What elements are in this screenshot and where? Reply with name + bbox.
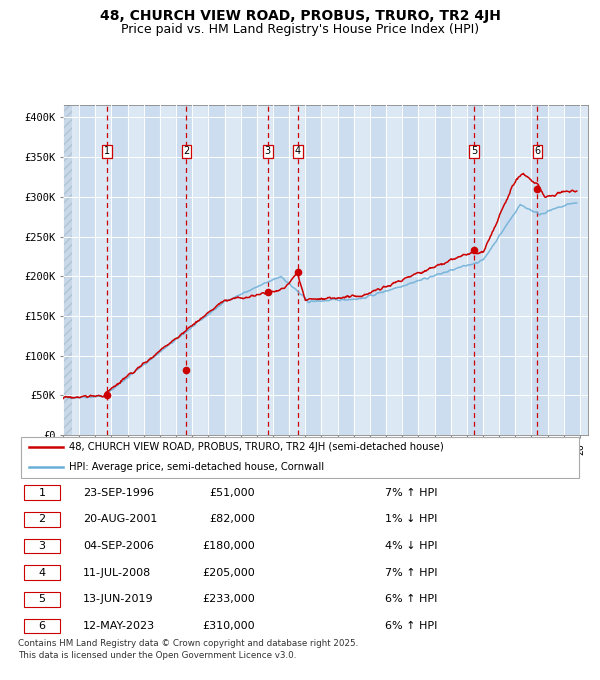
Bar (548, 105, 564, 435)
Text: 6: 6 (38, 621, 46, 631)
Bar (418, 105, 434, 435)
Text: 4% ↓ HPI: 4% ↓ HPI (385, 541, 437, 551)
Text: 6% ↑ HPI: 6% ↑ HPI (385, 621, 437, 631)
Text: Price paid vs. HM Land Registry's House Price Index (HPI): Price paid vs. HM Land Registry's House … (121, 23, 479, 36)
Bar (128, 105, 144, 435)
Bar (338, 105, 354, 435)
FancyBboxPatch shape (23, 592, 60, 607)
Text: 1% ↓ HPI: 1% ↓ HPI (385, 514, 437, 524)
Text: 3: 3 (265, 146, 271, 156)
Text: HPI: Average price, semi-detached house, Cornwall: HPI: Average price, semi-detached house,… (69, 462, 324, 473)
Bar (95, 105, 112, 435)
Text: 04-SEP-2006: 04-SEP-2006 (83, 541, 154, 551)
FancyBboxPatch shape (23, 486, 60, 500)
Bar (483, 105, 499, 435)
Text: £51,000: £51,000 (209, 488, 255, 498)
Bar (532, 105, 548, 435)
FancyBboxPatch shape (21, 437, 579, 477)
Text: 48, CHURCH VIEW ROAD, PROBUS, TRURO, TR2 4JH (semi-detached house): 48, CHURCH VIEW ROAD, PROBUS, TRURO, TR2… (69, 442, 443, 452)
Bar (257, 105, 273, 435)
Text: 6: 6 (535, 146, 541, 156)
FancyBboxPatch shape (23, 539, 60, 554)
Bar (370, 105, 386, 435)
Text: 5: 5 (38, 594, 46, 605)
Bar (467, 105, 483, 435)
Bar (386, 105, 402, 435)
FancyBboxPatch shape (23, 619, 60, 633)
Text: £180,000: £180,000 (202, 541, 255, 551)
Bar (79, 105, 95, 435)
Text: 2: 2 (183, 146, 190, 156)
Text: 2: 2 (38, 514, 46, 524)
Text: 4: 4 (295, 146, 301, 156)
Bar (434, 105, 451, 435)
Text: Contains HM Land Registry data © Crown copyright and database right 2025.
This d: Contains HM Land Registry data © Crown c… (18, 639, 358, 660)
Text: 20-AUG-2001: 20-AUG-2001 (83, 514, 157, 524)
Bar (354, 105, 370, 435)
Bar (564, 105, 580, 435)
Text: £310,000: £310,000 (202, 621, 255, 631)
FancyBboxPatch shape (23, 565, 60, 580)
Bar (112, 105, 128, 435)
Text: 11-JUL-2008: 11-JUL-2008 (83, 568, 151, 577)
Text: £233,000: £233,000 (202, 594, 255, 605)
Bar (144, 105, 160, 435)
Bar (322, 105, 338, 435)
Text: 13-JUN-2019: 13-JUN-2019 (83, 594, 154, 605)
Bar (402, 105, 418, 435)
Bar (224, 105, 241, 435)
Text: 1: 1 (104, 146, 110, 156)
Text: 7% ↑ HPI: 7% ↑ HPI (385, 488, 437, 498)
Text: £205,000: £205,000 (202, 568, 255, 577)
Bar (451, 105, 467, 435)
Text: 4: 4 (38, 568, 46, 577)
Text: 1: 1 (38, 488, 46, 498)
Text: 3: 3 (38, 541, 46, 551)
Bar (176, 105, 192, 435)
Bar (515, 105, 532, 435)
Bar (289, 105, 305, 435)
Text: 7% ↑ HPI: 7% ↑ HPI (385, 568, 437, 577)
Bar (192, 105, 208, 435)
Bar (273, 105, 289, 435)
Text: £82,000: £82,000 (209, 514, 255, 524)
Bar (305, 105, 322, 435)
Text: 6% ↑ HPI: 6% ↑ HPI (385, 594, 437, 605)
Text: 5: 5 (471, 146, 477, 156)
Bar (160, 105, 176, 435)
FancyBboxPatch shape (23, 512, 60, 527)
Bar (499, 105, 515, 435)
Bar (241, 105, 257, 435)
Bar (63, 105, 72, 435)
Bar (208, 105, 224, 435)
Text: 48, CHURCH VIEW ROAD, PROBUS, TRURO, TR2 4JH: 48, CHURCH VIEW ROAD, PROBUS, TRURO, TR2… (100, 9, 500, 23)
Bar (63, 105, 79, 435)
Text: 23-SEP-1996: 23-SEP-1996 (83, 488, 154, 498)
Text: 12-MAY-2023: 12-MAY-2023 (83, 621, 155, 631)
